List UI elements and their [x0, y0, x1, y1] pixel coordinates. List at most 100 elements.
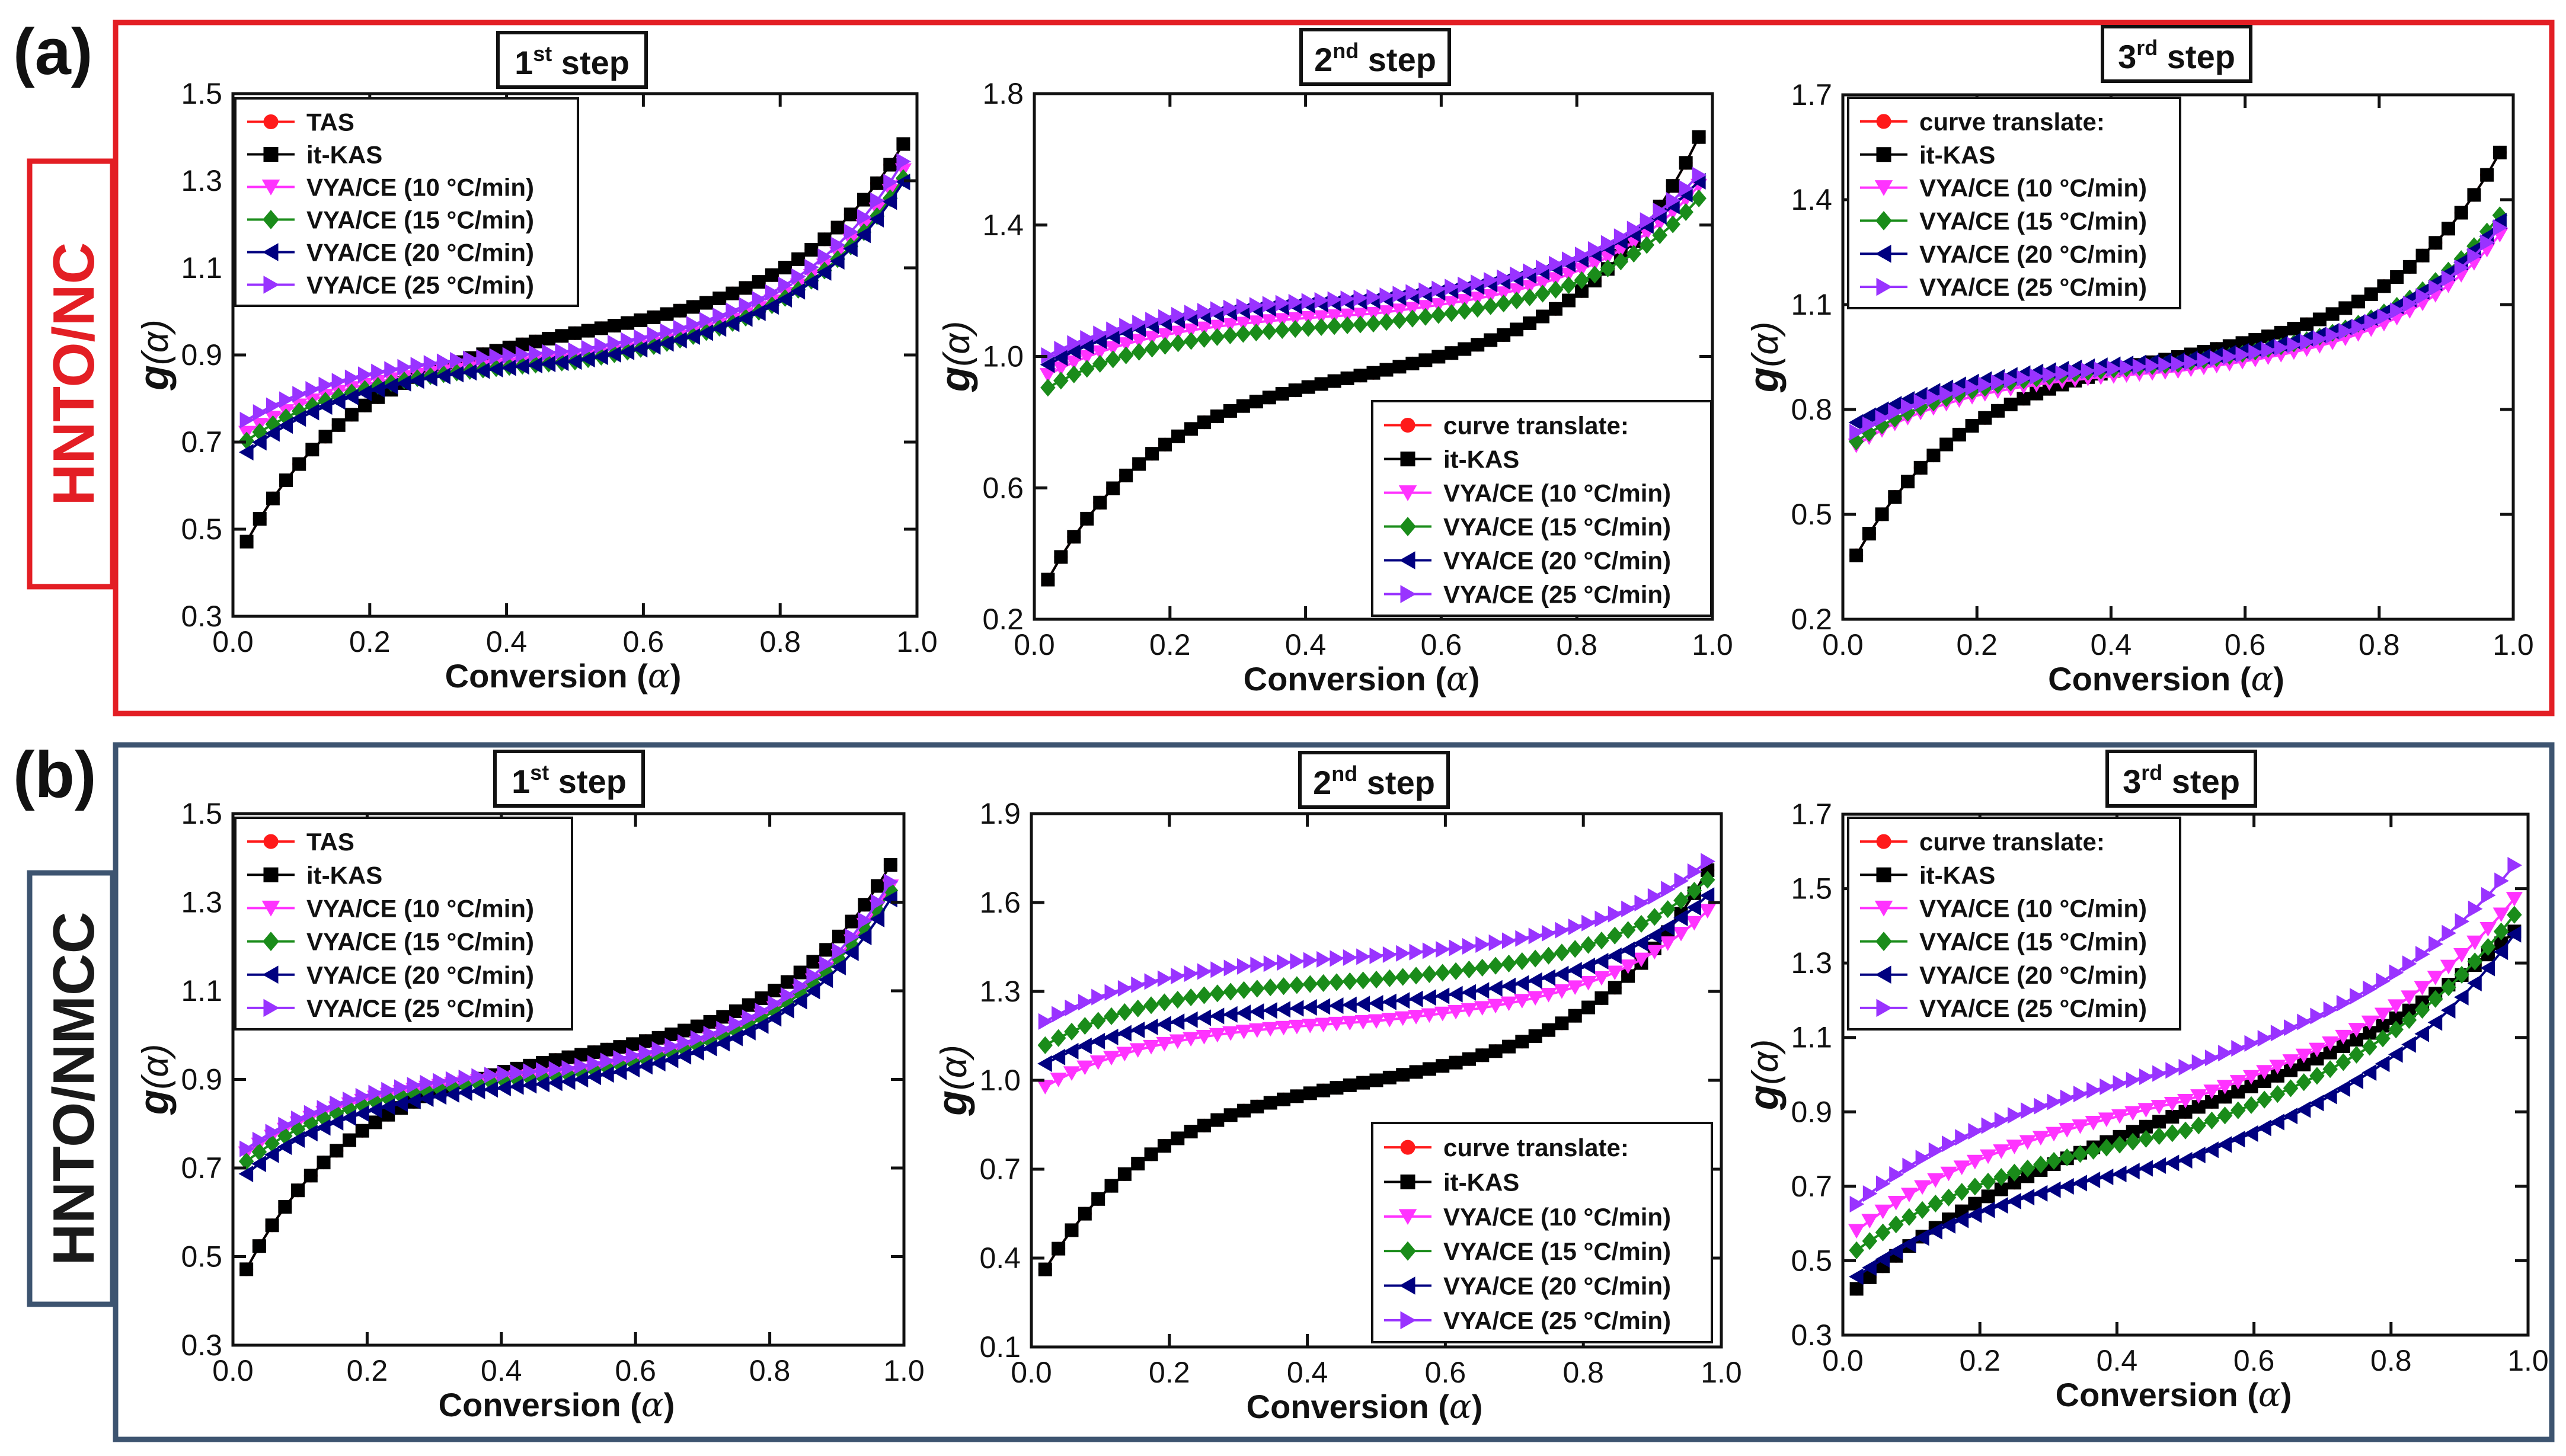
data-point — [1196, 1029, 1213, 1045]
data-point — [393, 1095, 408, 1112]
data-point — [554, 354, 569, 372]
data-point — [883, 174, 898, 191]
data-point — [290, 1131, 305, 1148]
data-point — [2107, 360, 2122, 377]
x-tick-label: 1.0 — [883, 1354, 925, 1387]
data-point — [2033, 1156, 2049, 1174]
data-point — [2229, 1075, 2247, 1090]
y-tick-label: 1.3 — [181, 164, 222, 197]
data-point — [394, 1079, 409, 1096]
data-point — [1640, 212, 1655, 229]
data-point — [367, 1101, 382, 1119]
data-point — [397, 359, 413, 376]
data-point — [2138, 1129, 2154, 1148]
data-point — [1052, 1006, 1066, 1023]
data-point — [690, 1019, 704, 1033]
y-tick-label: 1.9 — [979, 797, 1021, 830]
legend-marker — [262, 243, 279, 261]
data-point — [2085, 1116, 2102, 1131]
data-point — [1313, 310, 1330, 325]
data-point — [406, 1092, 421, 1110]
data-point — [1652, 226, 1667, 245]
data-point — [1117, 337, 1135, 352]
data-point — [843, 240, 858, 257]
data-point — [2467, 247, 2482, 264]
data-point — [555, 343, 570, 360]
data-point — [1262, 296, 1277, 313]
data-point — [1040, 356, 1055, 373]
data-point — [1900, 398, 1916, 415]
data-point — [780, 987, 795, 1004]
data-point — [1580, 936, 1596, 954]
series-vya10 — [1037, 904, 1716, 1095]
data-point — [2132, 358, 2148, 375]
data-point — [1263, 1096, 1277, 1110]
data-point — [1237, 1103, 1251, 1118]
legend-marker — [1875, 965, 1891, 984]
data-point — [266, 491, 280, 505]
y-axis-label: g(α) — [1740, 322, 1787, 393]
data-point — [858, 912, 873, 929]
legend-item: VYA/CE (10 °C/min) — [1384, 1203, 1671, 1231]
data-point — [742, 1009, 757, 1026]
data-point — [1659, 936, 1676, 951]
data-point — [529, 334, 543, 348]
data-point — [1500, 996, 1517, 1012]
data-point — [315, 1119, 331, 1136]
data-point — [291, 410, 306, 427]
x-tick-label: 0.2 — [1959, 1344, 2001, 1377]
data-point — [1105, 350, 1121, 369]
data-point — [2453, 948, 2471, 963]
data-point — [1209, 1028, 1226, 1043]
data-point — [555, 329, 569, 343]
data-point — [1508, 283, 1525, 298]
data-point — [1340, 290, 1356, 308]
data-point — [1647, 908, 1663, 926]
legend-marker — [1399, 1241, 1416, 1261]
data-point — [2322, 1060, 2338, 1079]
x-tick-label: 0.6 — [615, 1354, 656, 1387]
data-point — [1620, 941, 1635, 958]
data-point — [2030, 368, 2044, 385]
legend-marker — [1398, 485, 1417, 501]
data-point — [1862, 527, 1876, 541]
legend-item: it-KAS — [247, 141, 382, 169]
data-point — [2256, 1065, 2273, 1080]
data-point — [1458, 276, 1472, 293]
series-vya25 — [239, 873, 899, 1157]
data-point — [1315, 974, 1331, 993]
x-axis-label: Conversion (α) — [439, 1386, 675, 1425]
data-point — [2283, 1108, 2298, 1125]
data-point — [2270, 1025, 2286, 1042]
data-point — [1037, 1080, 1054, 1095]
data-point — [1888, 1215, 1904, 1234]
data-point — [2085, 1172, 2101, 1189]
data-point — [1422, 942, 1437, 959]
data-point — [1606, 965, 1624, 981]
data-point — [292, 386, 307, 403]
data-point — [1131, 976, 1146, 993]
data-point — [1849, 548, 1864, 562]
data-point — [1355, 971, 1371, 990]
data-point — [2152, 1065, 2167, 1082]
data-point — [1250, 956, 1265, 974]
data-point — [1436, 941, 1450, 958]
legend-box — [1371, 400, 1712, 617]
data-point — [1561, 276, 1577, 295]
data-point — [1523, 316, 1537, 331]
data-point — [2362, 1064, 2377, 1081]
data-point — [1263, 978, 1278, 997]
legend: curve translate: it-KAS VYA/CE (10 °C/min)… — [1371, 1122, 1713, 1343]
data-point — [303, 1169, 318, 1183]
data-point — [1593, 971, 1610, 986]
data-point — [685, 328, 700, 345]
data-point — [1080, 329, 1095, 347]
data-point — [239, 535, 254, 549]
data-point — [1475, 1048, 1490, 1063]
data-point — [2335, 1029, 2352, 1045]
data-point — [1941, 1135, 1957, 1153]
data-point — [883, 158, 897, 172]
data-point — [2210, 350, 2225, 367]
data-point — [2402, 260, 2417, 274]
data-point — [1275, 1020, 1292, 1036]
